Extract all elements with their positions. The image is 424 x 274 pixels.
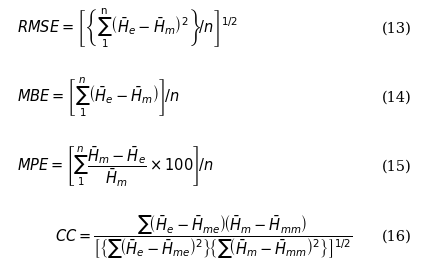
Text: (15): (15) <box>382 160 411 174</box>
Text: (13): (13) <box>382 22 411 36</box>
Text: $\mathit{RMSE} = \left[\left\{\sum_1^{\mathrm{n}}\left(\bar{H}_e - \bar{H}_m\rig: $\mathit{RMSE} = \left[\left\{\sum_1^{\m… <box>17 7 238 50</box>
Text: $\mathit{MPE} = \left[\sum_1^{n}\dfrac{\bar{H}_m - \bar{H}_e}{\bar{H}_m}\times 1: $\mathit{MPE} = \left[\sum_1^{n}\dfrac{\… <box>17 145 214 189</box>
Text: $\mathit{MBE} = \left[\sum_1^{n}\left(\bar{H}_e - \bar{H}_m\right)\right]\!/n$: $\mathit{MBE} = \left[\sum_1^{n}\left(\b… <box>17 76 179 119</box>
Text: $\mathit{CC} = \dfrac{\sum\!\left(\bar{H}_e - \bar{H}_{me}\right)\!\left(\bar{H}: $\mathit{CC} = \dfrac{\sum\!\left(\bar{H… <box>55 213 352 261</box>
Text: (16): (16) <box>382 230 411 244</box>
Text: (14): (14) <box>382 90 411 104</box>
